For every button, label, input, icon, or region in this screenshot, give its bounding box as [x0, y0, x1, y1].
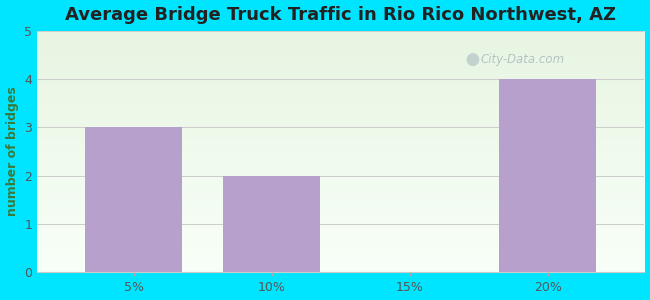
- Bar: [85, 128, 182, 272]
- Text: ⬤: ⬤: [465, 53, 479, 66]
- Bar: [224, 176, 320, 272]
- Bar: [499, 79, 596, 272]
- Title: Average Bridge Truck Traffic in Rio Rico Northwest, AZ: Average Bridge Truck Traffic in Rio Rico…: [65, 6, 616, 24]
- Text: City-Data.com: City-Data.com: [480, 53, 565, 66]
- Y-axis label: number of bridges: number of bridges: [6, 87, 19, 216]
